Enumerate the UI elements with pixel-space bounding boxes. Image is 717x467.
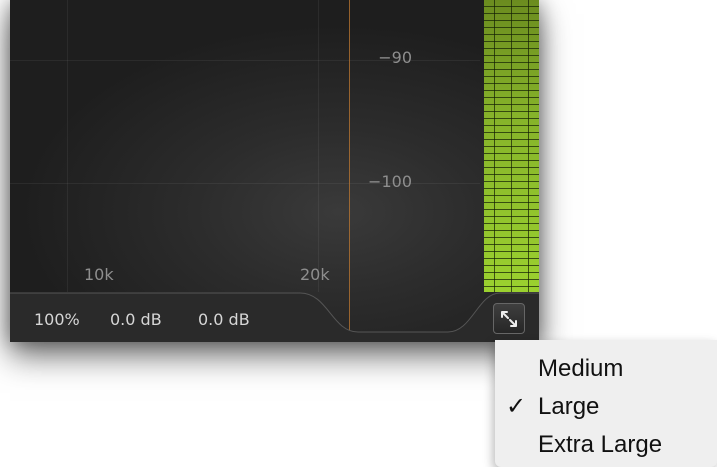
expand-arrows-icon <box>501 310 517 327</box>
meter-divider <box>494 0 495 292</box>
frequency-marker-line[interactable] <box>349 0 350 342</box>
meter-divider <box>511 0 512 292</box>
db-label-minus-100: −100 <box>368 172 412 191</box>
db-label-minus-90: −90 <box>378 48 412 67</box>
menu-item-medium[interactable]: Medium <box>495 348 717 386</box>
gain-value-2[interactable]: 0.0 dB <box>198 310 250 329</box>
gain-value-1[interactable]: 0.0 dB <box>110 310 162 329</box>
grid-line <box>10 60 480 61</box>
menu-item-label: Extra Large <box>538 431 663 458</box>
size-menu: Medium ✓ Large Extra Large <box>495 340 717 467</box>
menu-item-label: Large <box>538 393 600 420</box>
grid-line <box>10 183 480 184</box>
resize-button[interactable] <box>493 303 525 334</box>
status-bar <box>10 292 539 342</box>
grid-line <box>318 0 319 292</box>
menu-item-large[interactable]: ✓ Large <box>495 386 717 424</box>
status-bar-shape <box>10 292 539 342</box>
menu-item-label: Medium <box>538 355 624 382</box>
freq-label-10k: 10k <box>84 265 114 284</box>
spectrum-graph[interactable]: −90 −100 10k 20k <box>10 0 480 292</box>
checkmark-icon: ✓ <box>506 393 527 420</box>
level-meter <box>484 0 539 292</box>
freq-label-20k: 20k <box>300 265 330 284</box>
meter-divider <box>528 0 529 292</box>
grid-line <box>67 0 68 292</box>
menu-item-extra-large[interactable]: Extra Large <box>495 424 717 462</box>
mix-value[interactable]: 100% <box>34 310 80 329</box>
plugin-window: −90 −100 10k 20k 100% 0.0 dB 0.0 dB <box>10 0 539 342</box>
